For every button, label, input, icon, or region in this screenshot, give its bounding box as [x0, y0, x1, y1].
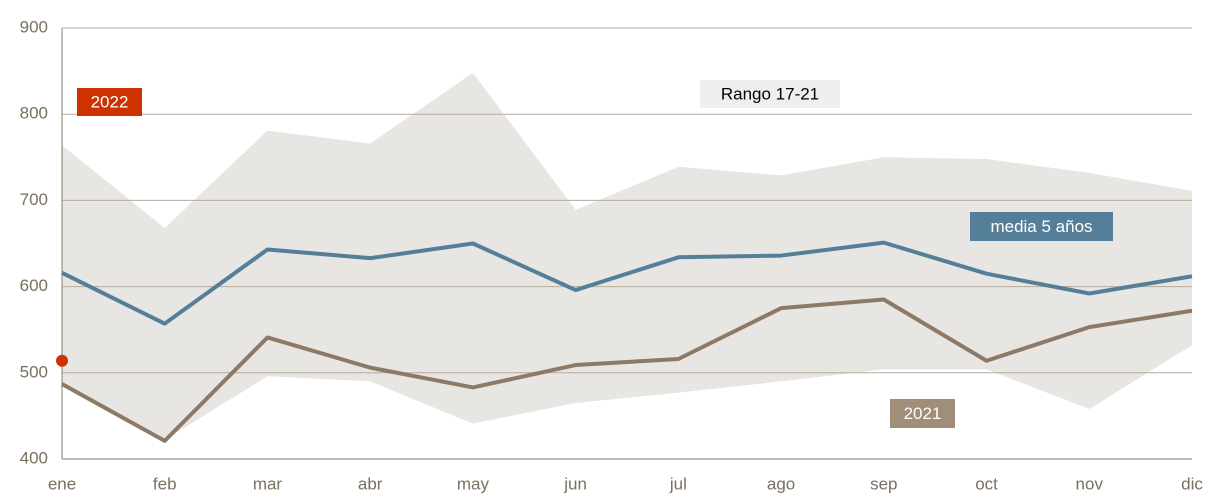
legend-label: 2021 [904, 404, 942, 423]
legend-box [890, 399, 955, 428]
legend-label: Rango 17-21 [721, 84, 819, 103]
x-tick-label: nov [1076, 474, 1104, 493]
y-tick-label: 700 [20, 190, 48, 209]
line [61, 297, 1193, 443]
point [56, 354, 68, 367]
y-tick-label: 500 [20, 362, 48, 381]
x-tick-label: abr [358, 474, 383, 493]
x-tick-label: sep [870, 474, 897, 493]
y-tick-label: 800 [20, 104, 48, 123]
y-tick-label: 400 [20, 448, 48, 467]
legend-box [700, 80, 840, 108]
legend-box [970, 212, 1113, 241]
x-tick-label: oct [975, 474, 998, 493]
x-tick-label: jul [669, 474, 687, 493]
x-tick-label: mar [253, 474, 283, 493]
legend-label: 2022 [91, 92, 129, 111]
x-tick-label: dic [1181, 474, 1203, 493]
x-tick-label: may [457, 474, 490, 493]
x-tick-label: jun [563, 474, 587, 493]
legend-label: media 5 años [990, 217, 1092, 236]
y-tick-label: 900 [20, 17, 48, 36]
range-band [62, 72, 1192, 441]
line [61, 240, 1193, 326]
x-tick-label: ene [48, 474, 76, 493]
x-tick-label: ago [767, 474, 795, 493]
y-tick-label: 600 [20, 276, 48, 295]
legend-box [77, 88, 142, 116]
x-tick-label: feb [153, 474, 177, 493]
